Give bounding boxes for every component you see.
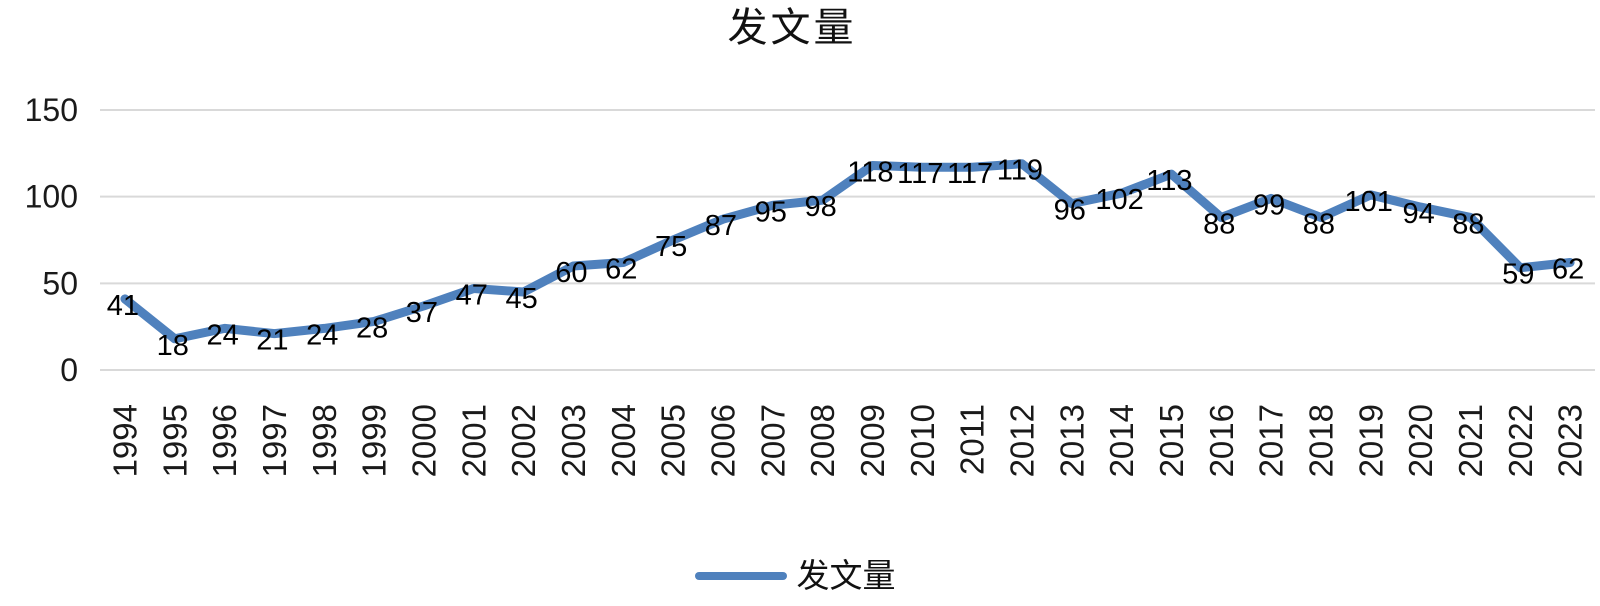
x-axis-tick-label: 2009 [854,404,891,477]
x-axis-tick-label: 1997 [256,404,293,477]
x-axis-tick-label: 1999 [356,404,393,477]
y-axis-tick-label: 0 [60,352,78,388]
x-axis-tick-label: 2007 [754,404,791,477]
x-axis-tick-label: 2000 [405,404,442,477]
data-label: 96 [1054,195,1086,227]
data-label: 62 [605,254,637,286]
x-axis-tick-label: 2004 [605,404,642,477]
data-label: 117 [897,158,943,190]
data-label: 94 [1402,198,1434,230]
x-axis-tick-label: 2013 [1053,404,1090,477]
data-label: 45 [505,283,537,315]
x-axis-tick-label: 2020 [1402,404,1439,477]
x-axis-tick-label: 2023 [1552,404,1589,477]
x-axis-tick-label: 1994 [106,404,143,477]
x-axis-tick-label: 2017 [1253,404,1290,477]
data-label: 101 [1345,186,1393,218]
data-label: 41 [107,290,139,322]
x-axis-tick-label: 2003 [555,404,592,477]
data-label: 47 [456,280,488,312]
series-line [120,159,1575,344]
data-label: 102 [1095,184,1143,216]
legend-series-label: 发文量 [796,556,896,595]
x-axis-tick-label: 2014 [1103,404,1140,477]
x-axis-tick-label: 1996 [206,404,243,477]
data-label: 87 [705,210,737,242]
data-label: 62 [1552,254,1584,286]
data-label: 37 [406,297,438,329]
y-axis-tick-label: 50 [42,265,78,301]
x-axis-tick-label: 2021 [1452,404,1489,477]
data-label: 88 [1303,208,1335,240]
x-axis-tick-label: 2008 [804,404,841,477]
x-axis-tick-label: 2010 [904,404,941,477]
x-axis-tick-label: 2012 [1003,404,1040,477]
data-label: 113 [1146,165,1192,197]
data-label: 88 [1203,208,1235,240]
x-axis-tick-label: 2019 [1352,404,1389,477]
x-axis-tick-label: 1995 [156,404,193,477]
data-label: 24 [306,319,338,351]
legend: 发文量 [0,559,1590,592]
x-axis-tick-label: 2022 [1502,404,1539,477]
y-axis-tick-label: 150 [25,92,78,128]
data-label: 119 [997,155,1043,187]
data-label: 75 [655,231,687,263]
y-axis-tick-label: 100 [25,179,78,215]
x-axis-tick-label: 2006 [704,404,741,477]
x-axis-tick-label: 1998 [306,404,343,477]
data-label: 117 [947,158,993,190]
data-label: 59 [1502,259,1534,291]
data-label: 88 [1452,208,1484,240]
chart-title: 发文量 [727,5,857,51]
data-label: 21 [256,325,288,357]
data-label: 24 [206,319,238,351]
data-label: 60 [555,257,587,289]
x-axis-tick-label: 2002 [505,404,542,477]
data-label: 28 [356,312,388,344]
x-axis-tick-label: 2016 [1203,404,1240,477]
data-label: 95 [755,196,787,228]
x-axis-tick-label: 2011 [954,404,991,475]
data-label: 118 [847,156,893,188]
data-label: 98 [804,191,836,223]
legend-line-swatch [694,571,787,580]
x-axis-tick-label: 2015 [1153,404,1190,477]
x-axis-tick-label: 2001 [455,404,492,477]
x-axis-tick-label: 2005 [655,404,692,477]
data-label: 99 [1253,189,1285,221]
data-label: 18 [157,330,189,362]
x-axis-tick-label: 2018 [1302,404,1339,477]
